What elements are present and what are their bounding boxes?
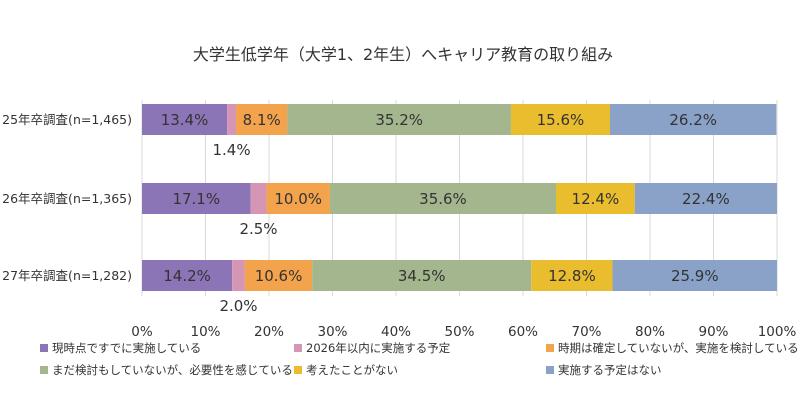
bar-segment bbox=[556, 183, 635, 214]
bar-segment bbox=[634, 183, 777, 214]
data-label: 26.2% bbox=[669, 111, 717, 129]
data-label: 12.4% bbox=[572, 190, 620, 208]
data-label: 14.2% bbox=[163, 267, 211, 285]
x-tick-label: 10% bbox=[190, 324, 220, 340]
x-tick-label: 40% bbox=[381, 324, 411, 340]
x-tick-label: 0% bbox=[131, 324, 153, 340]
data-label: 8.1% bbox=[243, 111, 281, 129]
x-tick-label: 70% bbox=[571, 324, 601, 340]
x-tick-label: 100% bbox=[758, 324, 797, 340]
chart-title: 大学生低学年（大学1、2年生）へキャリア教育の取り組み bbox=[193, 45, 613, 64]
legend-swatch bbox=[40, 344, 48, 352]
legend-swatch bbox=[294, 366, 302, 374]
data-label: 35.2% bbox=[375, 111, 423, 129]
bar-segment bbox=[287, 104, 511, 135]
bar-segment bbox=[531, 260, 613, 291]
bar-segment bbox=[227, 104, 236, 135]
bar-segment bbox=[612, 260, 777, 291]
legend-swatch bbox=[546, 344, 554, 352]
bar-segment bbox=[312, 260, 532, 291]
data-labels: 13.4%1.4% 8.1% 35.2% 15.6% 26.2% 17.1% 2.5% 10.… bbox=[161, 111, 730, 315]
category-label: 27年卒調査(n=1,282) bbox=[2, 268, 132, 283]
data-label: 35.6% bbox=[419, 190, 467, 208]
legend-label: まだ検討もしていないが、必要性を感じている bbox=[52, 363, 293, 377]
legend-item: 時期は確定していないが、実施を検討している bbox=[546, 340, 800, 356]
legend-swatch bbox=[40, 366, 48, 374]
legend-label: 時期は確定していないが、実施を検討している bbox=[558, 341, 799, 355]
category-label: 26年卒調査(n=1,365) bbox=[2, 191, 132, 206]
category-labels: 25年卒調査(n=1,465) 26年卒調査(n=1,365) 27年卒調査(n=1… bbox=[2, 112, 132, 283]
bar-segments bbox=[142, 104, 777, 291]
data-label: 2.0% bbox=[219, 297, 257, 315]
legend-item: 2026年以内に実施する予定 bbox=[294, 340, 546, 356]
legend-item: 実施する予定はない bbox=[546, 362, 800, 378]
legend-item: 考えたことがない bbox=[294, 362, 546, 378]
legend: 現時点ですでに実施している 2026年以内に実施する予定 時期は確定していないが、実… bbox=[40, 340, 800, 378]
bar-segment bbox=[142, 183, 251, 214]
bar-segment bbox=[510, 104, 610, 135]
bar-segment bbox=[232, 260, 245, 291]
bar-segment bbox=[235, 104, 288, 135]
x-tick-label: 60% bbox=[508, 324, 538, 340]
data-label: 22.4% bbox=[682, 190, 730, 208]
data-label: 10.6% bbox=[255, 267, 303, 285]
x-tick-label: 80% bbox=[635, 324, 665, 340]
data-label: 10.0% bbox=[274, 190, 322, 208]
legend-label: 実施する予定はない bbox=[558, 363, 662, 377]
legend-label: 考えたことがない bbox=[306, 363, 398, 377]
data-label: 12.8% bbox=[548, 267, 596, 285]
x-axis-ticks: 0% 10% 20% 30% 40% 50% 60% 70% 80% 90% 100% bbox=[131, 324, 796, 340]
legend-swatch bbox=[546, 366, 554, 374]
data-label: 2.5% bbox=[239, 220, 277, 238]
legend-item: まだ検討もしていないが、必要性を感じている bbox=[40, 362, 294, 378]
bar-segment bbox=[244, 260, 313, 291]
legend-item: 現時点ですでに実施している bbox=[40, 340, 294, 356]
bar-segment bbox=[329, 183, 557, 214]
bar-segment bbox=[266, 183, 330, 214]
legend-swatch bbox=[294, 344, 302, 352]
bar-segment bbox=[142, 260, 233, 291]
x-tick-label: 30% bbox=[317, 324, 347, 340]
data-label: 25.9% bbox=[671, 267, 719, 285]
data-label: 15.6% bbox=[537, 111, 585, 129]
x-tick-label: 50% bbox=[444, 324, 474, 340]
category-label: 25年卒調査(n=1,465) bbox=[2, 112, 132, 127]
data-label: 1.4% bbox=[212, 141, 250, 159]
data-label: 13.4% bbox=[161, 111, 209, 129]
bar-segment bbox=[142, 104, 228, 135]
legend-label: 現時点ですでに実施している bbox=[52, 341, 202, 355]
bar-segment bbox=[250, 183, 267, 214]
data-label: 17.1% bbox=[172, 190, 220, 208]
data-label: 34.5% bbox=[398, 267, 446, 285]
x-tick-label: 20% bbox=[254, 324, 284, 340]
x-tick-label: 90% bbox=[698, 324, 728, 340]
legend-label: 2026年以内に実施する予定 bbox=[306, 341, 451, 355]
bar-segment bbox=[609, 104, 777, 135]
